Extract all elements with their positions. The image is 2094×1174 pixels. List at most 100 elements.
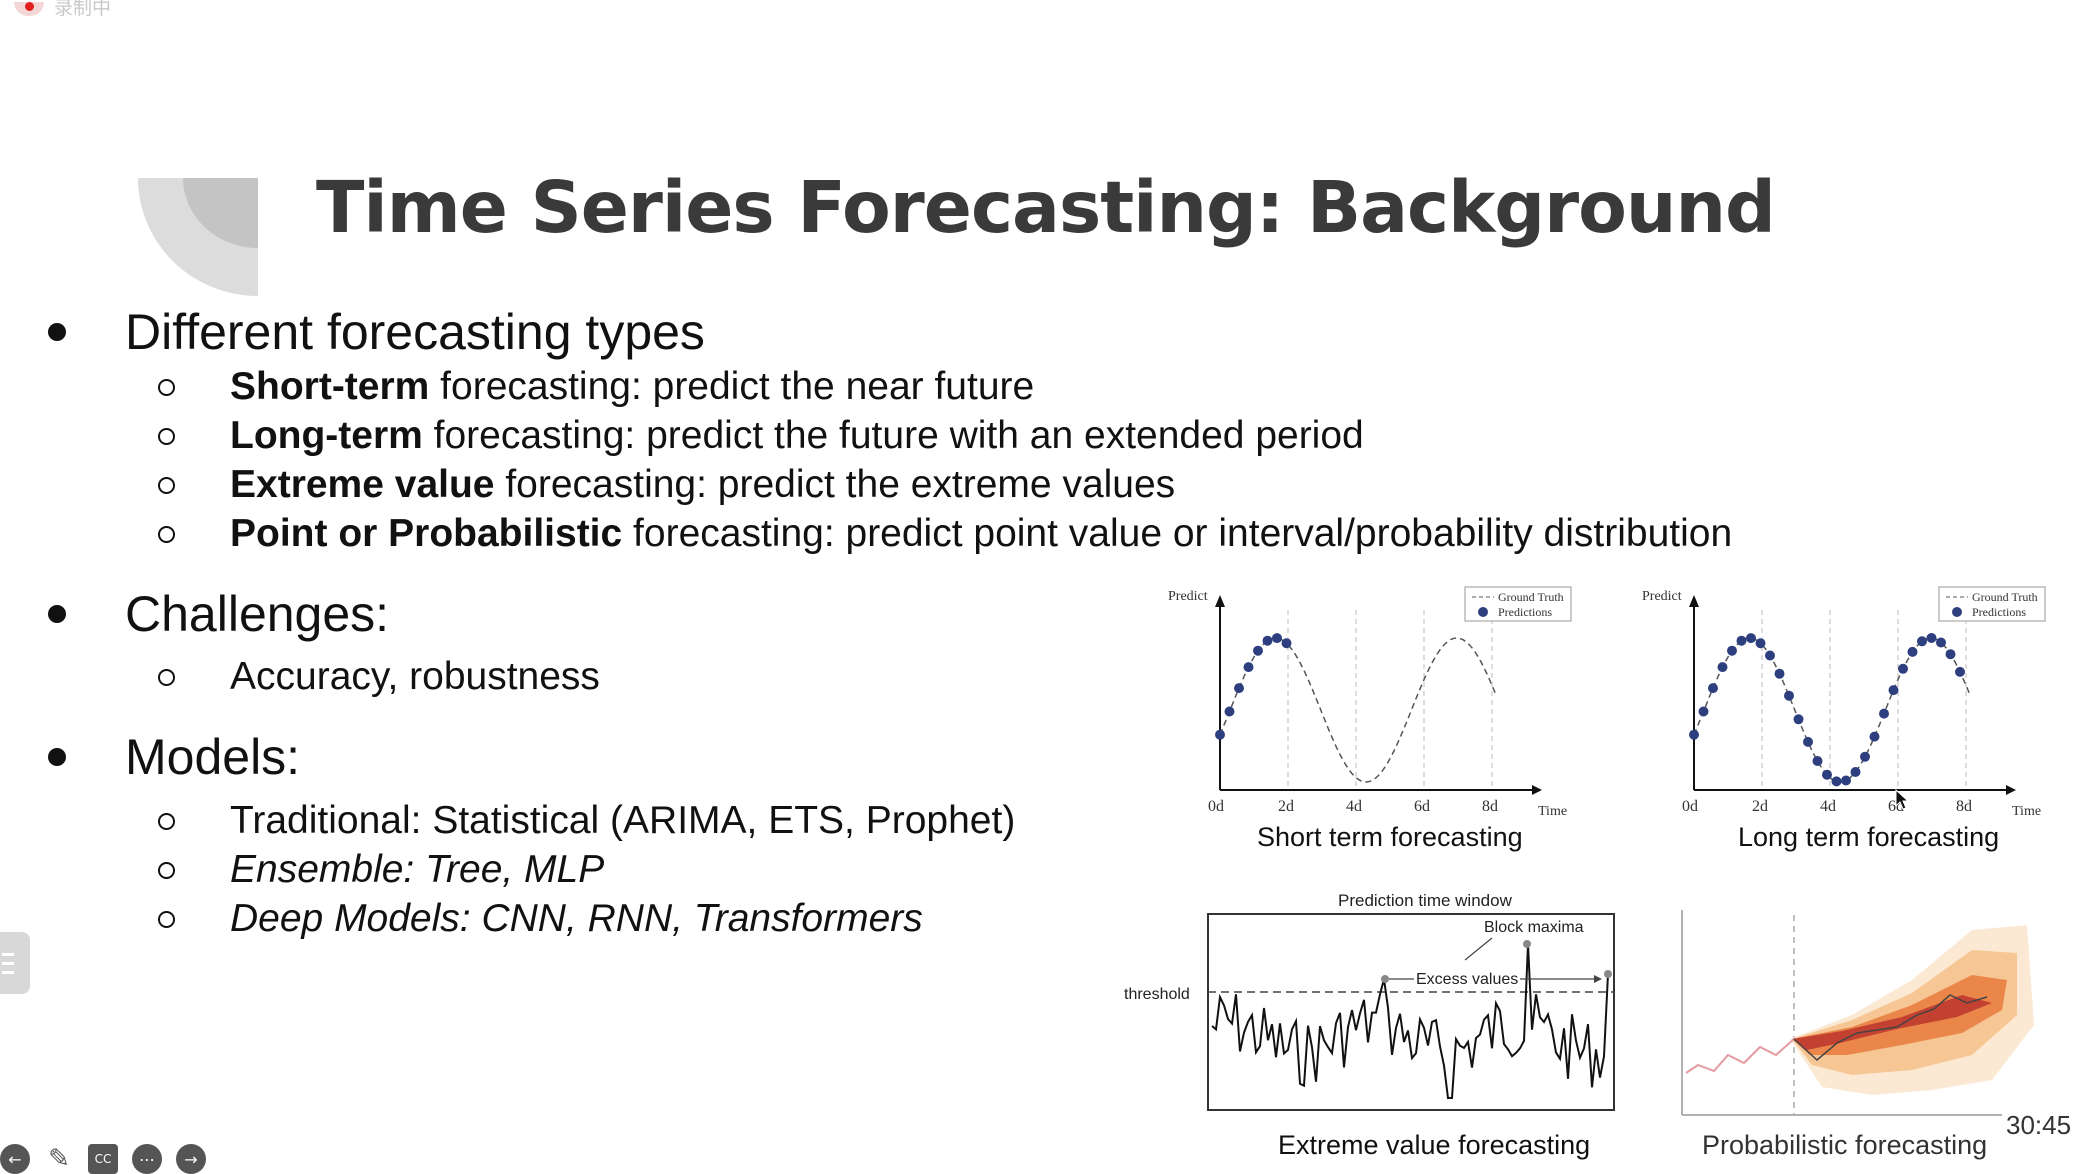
y-label: Predict: [1168, 589, 1208, 604]
sub-text: Deep Models: CNN, RNN, Transformers: [230, 897, 923, 940]
bullet-models: Models:: [48, 728, 300, 786]
prev-slide-icon[interactable]: ←: [0, 1144, 30, 1174]
prediction-point: [1793, 714, 1804, 725]
player-controls: ← ✎ CC ⋯ →: [0, 1144, 206, 1174]
prediction-point: [1907, 646, 1918, 657]
legend-predictions: Predictions: [1498, 605, 1552, 619]
window-frame: [1207, 913, 1615, 1111]
prediction-point: [1755, 638, 1766, 649]
prediction-point: [1736, 635, 1747, 646]
prediction-point: [1926, 633, 1937, 643]
prediction-point: [1841, 775, 1851, 786]
sub-ensemble: Ensemble: Tree, MLP: [158, 848, 604, 892]
sub-traditional: Traditional: Statistical (ARIMA, ETS, Pr…: [158, 799, 1015, 843]
prediction-point: [1253, 645, 1263, 656]
y-label: Predict: [1642, 589, 1682, 604]
extreme-series: [1211, 943, 1609, 1099]
bullet-icon: [48, 748, 66, 766]
next-slide-icon[interactable]: →: [176, 1144, 206, 1174]
prediction-point: [1698, 706, 1709, 717]
ground-truth-path: [1219, 637, 1497, 783]
sub-text: Long-term forecasting: predict the futur…: [230, 414, 1364, 457]
record-icon: [14, 2, 44, 16]
prediction-point: [1746, 633, 1756, 644]
prediction-point: [1888, 685, 1899, 696]
prediction-points: [1215, 633, 1292, 740]
bullet-label: Different forecasting types: [125, 304, 705, 360]
legend-ground-truth: Ground Truth: [1972, 590, 2038, 604]
tick-6d: 6d: [1414, 798, 1430, 815]
prediction-point: [1945, 649, 1956, 660]
prediction-point: [1272, 633, 1282, 644]
prediction-point: [1708, 683, 1718, 694]
menu-line: [2, 952, 14, 956]
sub-long-term: Long-term forecasting: predict the futur…: [158, 414, 1364, 458]
ground-truth-path: [1693, 637, 1971, 783]
sub-bullet-icon: [158, 476, 175, 494]
bullet-forecasting-types: Different forecasting types: [48, 303, 705, 361]
prediction-point: [1869, 731, 1880, 742]
tick-8d: 8d: [1482, 798, 1498, 815]
ground-truth-line: [1219, 637, 1497, 783]
tick-8d: 8d: [1956, 798, 1972, 815]
prediction-point: [1234, 683, 1244, 694]
history-line: [1685, 1038, 1795, 1074]
sub-bullet-icon: [158, 910, 175, 928]
ground-truth-line: [1693, 637, 1971, 783]
sub-text: Point or Probabilistic forecasting: pred…: [230, 512, 1733, 555]
tick-2d: 2d: [1752, 798, 1768, 815]
tick-0d: 0d: [1208, 798, 1224, 815]
sub-bullet-icon: [158, 861, 175, 879]
forecast-line: [1793, 994, 1988, 1061]
sub-text: Extreme value forecasting: predict the e…: [230, 463, 1176, 506]
prediction-point: [1774, 668, 1785, 679]
legend-ground-truth: Ground Truth: [1498, 590, 1564, 604]
threshold-label: threshold: [1124, 986, 1190, 1003]
more-icon[interactable]: ⋯: [132, 1144, 162, 1174]
prediction-point: [1822, 769, 1832, 780]
band-core: [1792, 995, 1992, 1050]
bullet-icon: [48, 605, 66, 623]
prediction-point: [1850, 767, 1861, 777]
sub-bullet-icon: [158, 812, 175, 830]
prediction-point: [1812, 756, 1823, 766]
prediction-point: [1879, 708, 1889, 719]
captions-icon[interactable]: CC: [88, 1144, 118, 1174]
short-term-figure: Predict Time 0d 2d 4d 6d 8d Ground Truth…: [1168, 586, 1572, 819]
sub-text: Accuracy, robustness: [230, 655, 600, 698]
sub-deep-models: Deep Models: CNN, RNN, Transformers: [158, 897, 923, 941]
tick-4d: 4d: [1346, 798, 1362, 815]
side-menu-tab[interactable]: [0, 932, 30, 994]
legend: Ground Truth Predictions: [1938, 586, 2046, 622]
bullet-challenges: Challenges:: [48, 585, 389, 643]
recording-label: 录制中: [54, 0, 112, 19]
legend: Ground Truth Predictions: [1464, 586, 1572, 622]
slide-timestamp: 30:45: [2006, 1110, 2072, 1140]
tick-0d: 0d: [1682, 798, 1698, 815]
pen-icon[interactable]: ✎: [48, 1144, 70, 1174]
prediction-point: [1281, 638, 1292, 649]
recording-indicator: 录制中: [14, 0, 112, 19]
tick-4d: 4d: [1820, 798, 1836, 815]
menu-line: [2, 961, 14, 965]
slide-corner-decoration: [138, 178, 258, 296]
sub-bullet-icon: [158, 427, 175, 445]
grid-lines: [1287, 610, 1493, 790]
probabilistic-caption: Probabilistic forecasting: [1702, 1130, 1988, 1160]
short-term-caption: Short term forecasting: [1257, 822, 1523, 852]
cursor-icon: [1895, 788, 1910, 810]
extreme-value-figure: Prediction time window threshold Block m…: [1124, 891, 1615, 1111]
prediction-point: [1936, 637, 1946, 648]
slide-title: Time Series Forecasting: Background: [316, 166, 1776, 249]
prediction-points: [1689, 633, 1965, 787]
bullet-icon: [48, 323, 66, 341]
bullet-label: Models:: [125, 729, 301, 785]
sub-accuracy: Accuracy, robustness: [158, 655, 600, 699]
sub-bullet-icon: [158, 525, 175, 543]
extreme-value-caption: Extreme value forecasting: [1278, 1130, 1591, 1160]
sub-bullet-icon: [158, 378, 175, 396]
bullet-label: Challenges:: [125, 586, 390, 642]
sub-short-term: Short-term forecasting: predict the near…: [158, 365, 1034, 409]
prediction-point: [1243, 662, 1254, 673]
prediction-point: [1224, 706, 1235, 717]
